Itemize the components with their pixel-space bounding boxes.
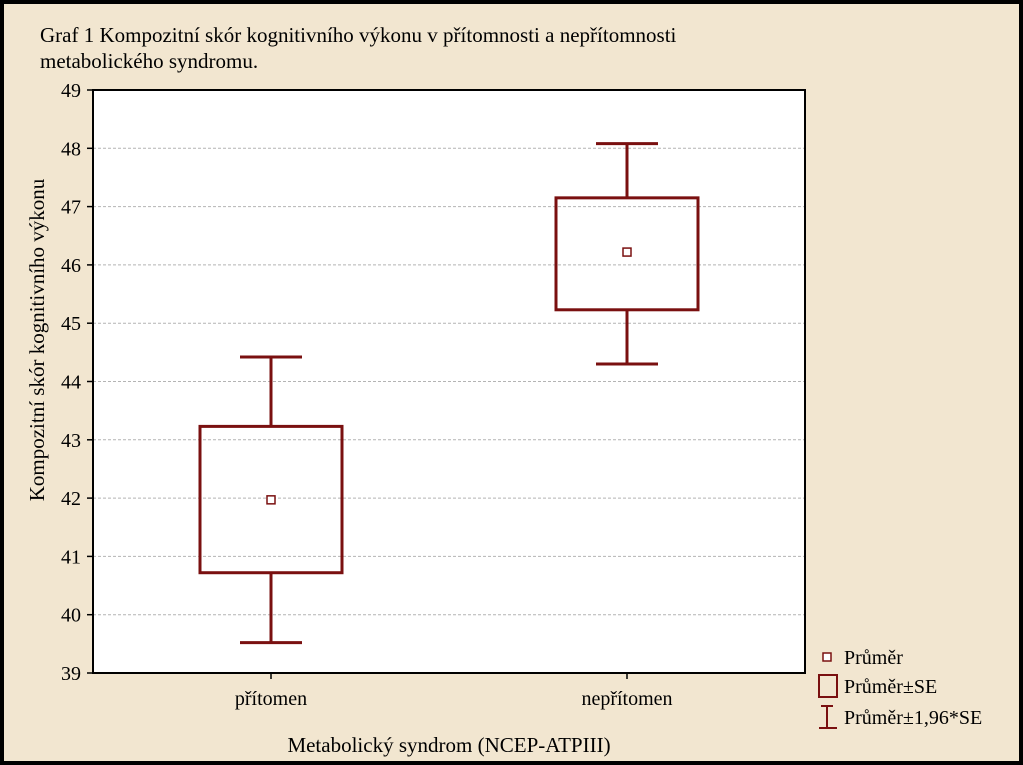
y-tick-label: 44 <box>61 372 81 394</box>
chart-marks <box>198 142 700 645</box>
plot-border <box>92 89 806 674</box>
legend-item: Průměr±1,96*SE <box>819 705 982 729</box>
y-tick-label: 40 <box>61 605 81 627</box>
y-axis-ticks: 39 40 41 42 43 44 45 46 47 48 49 <box>61 80 93 685</box>
legend-label: Průměr±1,96*SE <box>844 707 982 729</box>
box-group <box>554 142 700 366</box>
se-box <box>554 196 700 312</box>
legend-item: Průměr±SE <box>818 674 937 698</box>
chart-svg: Graf 1 Kompozitní skór kognitivního výko… <box>25 23 982 757</box>
mean-point <box>266 495 276 505</box>
x-tick-label: nepřítomen <box>581 688 672 710</box>
se-box <box>198 424 344 575</box>
legend-point-symbol <box>822 652 832 662</box>
legend-box-symbol <box>818 674 838 698</box>
legend-label: Průměr±SE <box>844 676 937 698</box>
x-axis-ticks: přítomen nepřítomen <box>235 673 673 710</box>
legend-item: Průměr <box>822 647 903 669</box>
grid-lines <box>93 147 805 616</box>
y-axis-label: Kompozitní skór kognitivního výkonu <box>25 178 49 501</box>
y-tick-label: 41 <box>61 546 81 568</box>
chart-title-line-2: metabolického syndromu. <box>40 49 258 73</box>
mean-point <box>622 247 632 257</box>
y-tick-label: 48 <box>61 138 81 160</box>
y-tick-label: 49 <box>61 80 81 102</box>
x-axis-label: Metabolický syndrom (NCEP-ATPIII) <box>287 733 610 757</box>
box-group <box>198 355 344 645</box>
y-tick-label: 45 <box>61 313 81 335</box>
legend: Průměr Průměr±SE Průměr±1,96*SE <box>818 647 982 729</box>
y-tick-label: 42 <box>61 488 81 510</box>
x-tick-label: přítomen <box>235 688 307 710</box>
y-tick-label: 43 <box>61 430 81 452</box>
legend-whisker-symbol <box>819 705 837 729</box>
y-tick-label: 39 <box>61 663 81 685</box>
y-tick-label: 46 <box>61 255 81 277</box>
y-tick-label: 47 <box>61 197 81 219</box>
chart-title-line-1: Graf 1 Kompozitní skór kognitivního výko… <box>40 23 677 47</box>
legend-label: Průměr <box>844 647 903 669</box>
